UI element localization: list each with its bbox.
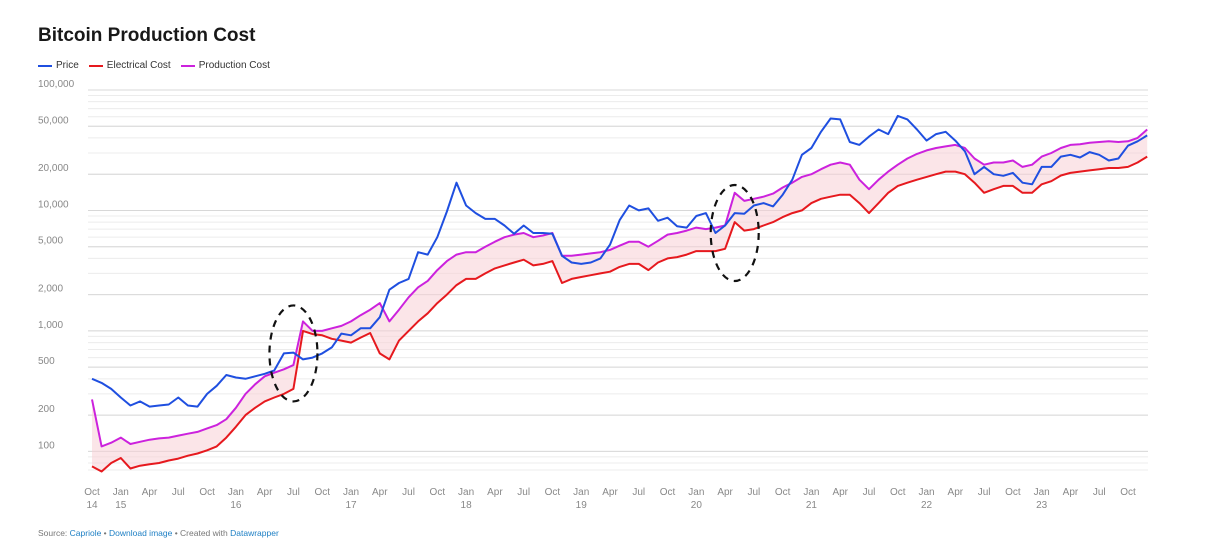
annotation-dashed-ellipse <box>709 183 760 283</box>
legend-label-price: Price <box>56 60 79 71</box>
x-tick-month: Jul <box>978 487 991 498</box>
x-tick-month: Jan <box>113 487 129 498</box>
x-tick-year: 18 <box>461 500 473 511</box>
x-tick-month: Jan <box>1034 487 1050 498</box>
x-tick-month: Jan <box>918 487 934 498</box>
y-axis: 100,000 50,000 20,000 10,000 5,000 2,000 1,000… <box>38 79 75 451</box>
x-tick-year: 22 <box>921 500 933 511</box>
x-tick-year: 17 <box>345 500 357 511</box>
x-tick-month: Oct <box>1005 487 1021 498</box>
x-tick-month: Jul <box>1093 487 1106 498</box>
cost-band-area <box>92 129 1148 472</box>
y-tick-label: 2,000 <box>38 284 63 295</box>
x-tick-month: Apr <box>372 487 388 498</box>
source-link[interactable]: Capriole <box>69 528 102 538</box>
datawrapper-link[interactable]: Datawrapper <box>230 528 279 538</box>
legend-item-electrical-cost: Electrical Cost <box>88 60 171 71</box>
x-tick-month: Oct <box>660 487 676 498</box>
x-tick-month: Jan <box>458 487 474 498</box>
x-tick-month: Oct <box>84 487 100 498</box>
x-tick-month: Oct <box>775 487 791 498</box>
chart-footer: Source: Capriole • Download image • Crea… <box>38 528 279 538</box>
x-tick-month: Apr <box>1063 487 1079 498</box>
x-tick-year: 20 <box>691 500 703 511</box>
band-layer <box>92 129 1148 472</box>
x-tick-month: Jan <box>803 487 819 498</box>
x-tick-month: Oct <box>199 487 215 498</box>
x-tick-month: Jul <box>287 487 300 498</box>
x-tick-month: Jan <box>343 487 359 498</box>
x-tick-month: Jan <box>688 487 704 498</box>
x-tick-year: 19 <box>576 500 588 511</box>
y-tick-label: 200 <box>38 404 55 415</box>
x-tick-month: Apr <box>602 487 618 498</box>
footer-separator: • <box>101 528 110 538</box>
series-line-production-cost <box>91 128 1148 448</box>
x-tick-month: Apr <box>717 487 733 498</box>
chart-legend: Price Electrical Cost Production Cost <box>38 60 270 71</box>
download-image-link[interactable]: Download image <box>109 528 173 538</box>
y-tick-label: 20,000 <box>38 163 69 174</box>
x-tick-month: Jul <box>632 487 645 498</box>
footer-created-with: • Created with <box>172 528 231 538</box>
chart-title: Bitcoin Production Cost <box>38 25 256 46</box>
legend-swatch-price <box>38 64 52 67</box>
x-tick-month: Jan <box>228 487 244 498</box>
x-tick-month: Oct <box>1120 487 1136 498</box>
y-tick-label: 5,000 <box>38 236 63 247</box>
x-tick-month: Apr <box>487 487 503 498</box>
x-axis: Oct 14 Jan 15 Apr Jul Oct Jan 16 Apr Jul Oct Jan 17 Ap… <box>84 487 1136 511</box>
legend-item-price: Price <box>38 60 79 71</box>
y-tick-label: 10,000 <box>38 199 69 210</box>
x-tick-month: Apr <box>142 487 158 498</box>
legend-swatch-electrical-cost <box>88 64 103 67</box>
y-tick-label: 100,000 <box>38 79 75 90</box>
annotation-dashed-ellipse <box>268 304 319 403</box>
x-tick-month: Oct <box>314 487 330 498</box>
x-tick-month: Jul <box>172 487 185 498</box>
x-tick-month: Jul <box>747 487 760 498</box>
y-tick-label: 50,000 <box>38 115 69 126</box>
x-tick-month: Oct <box>890 487 906 498</box>
x-tick-year: 21 <box>806 500 818 511</box>
x-tick-year: 23 <box>1036 500 1048 511</box>
legend-label-production-cost: Production Cost <box>198 60 270 71</box>
legend-swatch-production-cost <box>180 64 195 67</box>
x-tick-month: Apr <box>832 487 848 498</box>
x-tick-month: Jul <box>863 487 876 498</box>
y-tick-label: 500 <box>38 356 55 367</box>
x-tick-year: 16 <box>230 500 242 511</box>
grid-layer <box>88 89 1148 471</box>
legend-item-production-cost: Production Cost <box>180 60 270 71</box>
annotation-layer <box>268 183 760 403</box>
x-tick-month: Apr <box>257 487 273 498</box>
series-layer <box>91 114 1148 473</box>
x-tick-month: Jul <box>517 487 530 498</box>
footer-source-prefix: Source: <box>38 528 70 538</box>
y-tick-label: 1,000 <box>38 320 63 331</box>
x-tick-month: Jan <box>573 487 589 498</box>
x-tick-month: Oct <box>430 487 446 498</box>
legend-label-electrical-cost: Electrical Cost <box>106 60 171 71</box>
x-tick-month: Jul <box>402 487 415 498</box>
y-tick-label: 100 <box>38 440 55 451</box>
x-tick-year: 14 <box>86 500 98 511</box>
x-tick-month: Apr <box>948 487 964 498</box>
chart-svg: 100,000 50,000 20,000 10,000 5,000 2,000 1,000… <box>38 79 1148 511</box>
x-tick-year: 15 <box>115 500 127 511</box>
x-tick-month: Oct <box>545 487 561 498</box>
series-line-electrical-cost <box>91 155 1148 473</box>
series-line-price <box>91 114 1148 408</box>
